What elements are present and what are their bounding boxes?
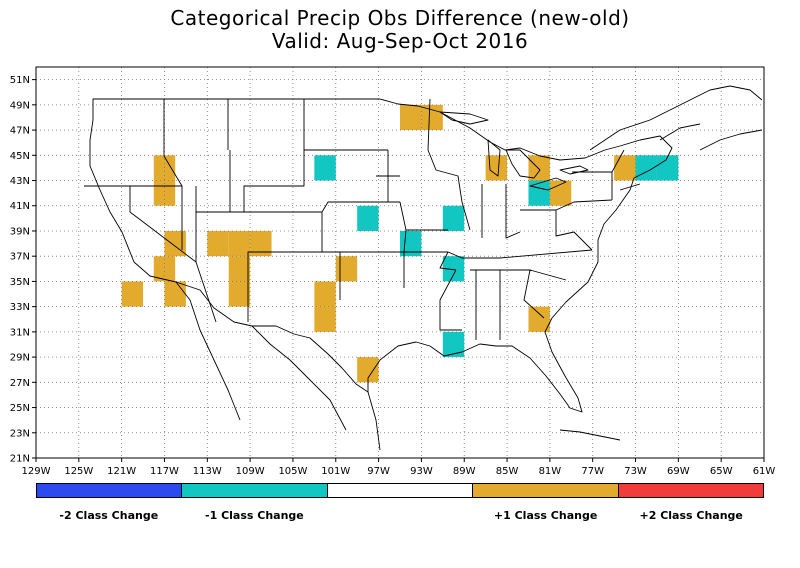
wetter-change-cell — [207, 230, 229, 257]
latitude-tick-label: 35N — [10, 277, 30, 288]
longitude-tick-label: 109W — [236, 466, 265, 477]
drier-change-cell — [656, 155, 679, 181]
latitude-tick-label: 29N — [10, 353, 30, 364]
legend-swatch-plus1 — [473, 484, 619, 497]
latitude-tick-label: 49N — [10, 100, 30, 111]
wetter-change-cell — [421, 104, 443, 131]
longitude-tick-label: 89W — [453, 466, 476, 477]
longitude-tick-label: 121W — [107, 466, 136, 477]
legend-swatch-minus2 — [37, 484, 183, 497]
longitude-tick-labels: 129W 125W 121W 117W 113W 109W 105W 101W 97W 93W 89… — [22, 458, 776, 477]
map-title: Categorical Precip Obs Difference (new-o… — [170, 6, 630, 30]
wetter-change-cell — [153, 180, 176, 206]
drier-change-cell — [442, 205, 465, 231]
color-legend-bar — [36, 483, 764, 498]
latitude-tick-label: 31N — [10, 327, 30, 338]
latitude-tick-label: 21N — [10, 454, 30, 465]
cuba-florida-keys — [559, 429, 621, 441]
longitude-tick-label: 117W — [150, 466, 179, 477]
longitude-tick-label: 73W — [624, 466, 647, 477]
canada-coast — [589, 85, 763, 151]
longitude-tick-label: 65W — [710, 466, 733, 477]
wetter-change-cell — [335, 256, 358, 282]
legend-swatch-plus2 — [618, 484, 764, 497]
longitude-tick-label: 77W — [581, 466, 604, 477]
drier-change-cell — [314, 155, 336, 181]
wetter-change-cell — [164, 281, 186, 307]
wetter-change-cell — [228, 256, 251, 282]
great-lakes — [439, 111, 589, 191]
latitude-tick-label: 33N — [10, 302, 30, 313]
wetter-change-cell — [314, 306, 336, 332]
latitude-tick-label: 51N — [10, 75, 30, 86]
state-line — [84, 98, 641, 340]
latitude-tick-label: 41N — [10, 201, 30, 212]
longitude-tick-label: 125W — [64, 466, 93, 477]
latitude-tick-label: 37N — [10, 252, 30, 263]
drier-change-cell — [442, 331, 465, 358]
longitude-tick-label: 105W — [278, 466, 307, 477]
latitude-tick-label: 25N — [10, 403, 30, 414]
legend-label: +1 Class Change — [493, 509, 598, 522]
wetter-change-cell — [614, 155, 636, 181]
latitude-tick-label: 45N — [10, 151, 30, 162]
wetter-change-cell — [228, 281, 251, 307]
wetter-change-cell — [228, 230, 251, 257]
legend-label: -2 Class Change — [59, 509, 159, 522]
drier-change-cell — [528, 180, 550, 206]
map-frame — [35, 66, 765, 459]
latitude-tick-labels: 21N 23N 25N 27N 29N 31N 33N 35N 37N 39N 41N 43N 45N 4… — [10, 75, 36, 465]
longitude-tick-label: 129W — [22, 466, 51, 477]
legend-swatch-zero — [327, 484, 474, 497]
longitude-tick-label: 81W — [539, 466, 562, 477]
longitude-tick-label: 93W — [410, 466, 433, 477]
category-cells — [121, 104, 679, 383]
wetter-change-cell — [400, 104, 422, 131]
longitude-tick-label: 85W — [496, 466, 519, 477]
drier-change-cell — [357, 205, 379, 231]
state-boundaries — [84, 85, 763, 451]
us-outline — [89, 98, 673, 413]
latitude-tick-label: 43N — [10, 176, 30, 187]
latitude-tick-label: 27N — [10, 378, 30, 389]
wetter-change-cell — [314, 281, 336, 307]
legend-swatch-minus1 — [182, 484, 328, 497]
wetter-change-cell — [357, 357, 379, 383]
longitude-tick-label: 113W — [193, 466, 222, 477]
legend-label: +2 Class Change — [639, 509, 743, 522]
wetter-change-cell — [528, 155, 550, 181]
latitude-tick-label: 39N — [10, 226, 30, 237]
wetter-change-cell — [528, 306, 550, 332]
mexico-coast — [175, 281, 381, 451]
longitude-tick-label: 61W — [753, 466, 776, 477]
legend-label: -1 Class Change — [205, 509, 304, 522]
drier-change-cell — [442, 256, 465, 282]
latitude-tick-label: 47N — [10, 126, 30, 137]
longitude-tick-label: 97W — [367, 466, 390, 477]
longitude-tick-label: 101W — [321, 466, 350, 477]
lat-lon-grid — [36, 67, 764, 458]
wetter-change-cell — [153, 256, 176, 282]
longitude-tick-label: 69W — [667, 466, 690, 477]
wetter-change-cell — [250, 230, 272, 257]
map-subtitle: Valid: Aug-Sep-Oct 2016 — [271, 29, 529, 53]
latitude-tick-label: 23N — [10, 428, 30, 439]
wetter-change-cell — [121, 281, 144, 307]
wetter-change-cell — [485, 155, 508, 181]
